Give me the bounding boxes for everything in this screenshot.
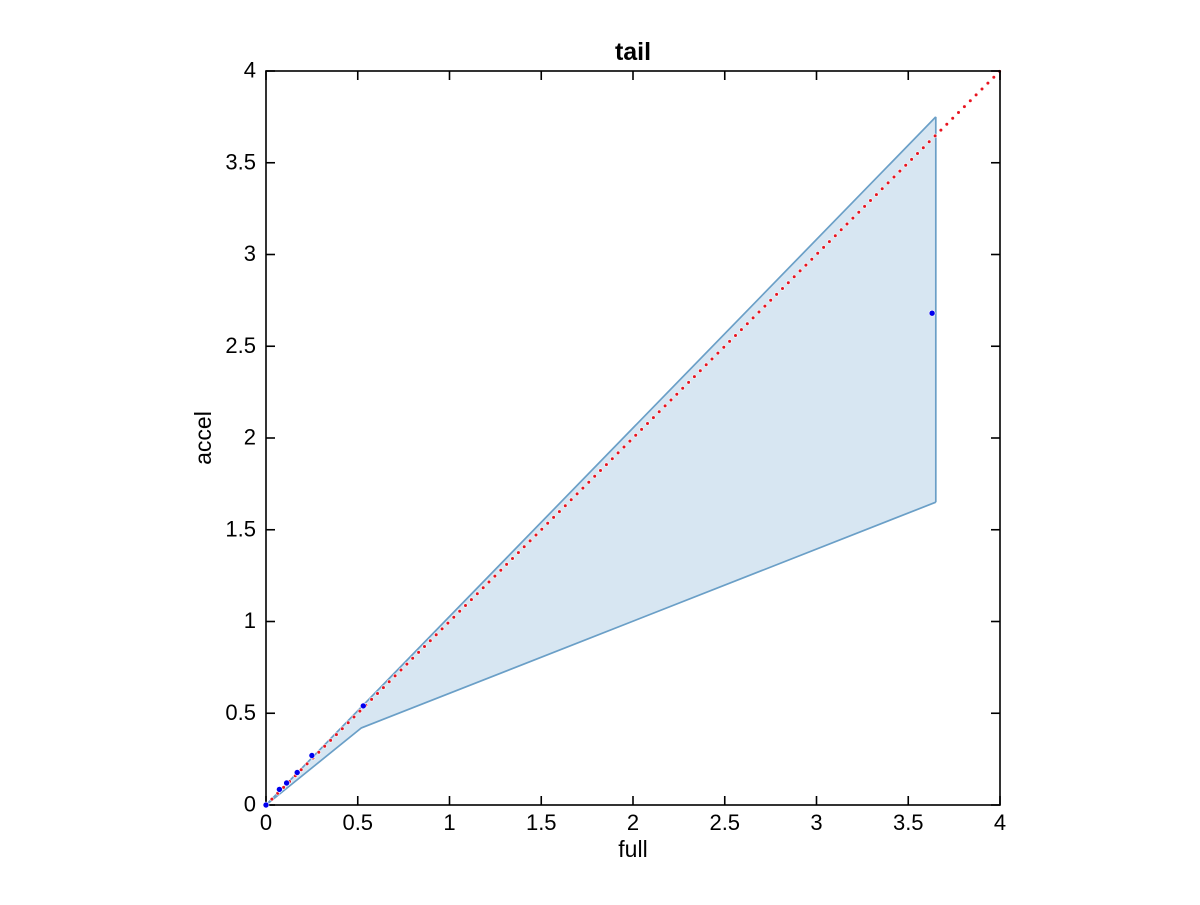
svg-text:2: 2 xyxy=(244,425,256,450)
svg-text:2.5: 2.5 xyxy=(225,333,256,358)
svg-text:1.5: 1.5 xyxy=(526,810,557,835)
svg-text:4: 4 xyxy=(994,810,1006,835)
svg-text:1: 1 xyxy=(443,810,455,835)
svg-text:3.5: 3.5 xyxy=(893,810,924,835)
svg-text:0.5: 0.5 xyxy=(225,700,256,725)
svg-text:accel: accel xyxy=(190,411,216,465)
svg-text:3: 3 xyxy=(810,810,822,835)
svg-text:3: 3 xyxy=(244,241,256,266)
svg-text:3.5: 3.5 xyxy=(225,149,256,174)
svg-text:tail: tail xyxy=(615,38,651,66)
svg-text:0: 0 xyxy=(260,810,272,835)
svg-text:full: full xyxy=(618,836,647,862)
svg-text:0.5: 0.5 xyxy=(342,810,373,835)
svg-text:1.5: 1.5 xyxy=(225,516,256,541)
svg-text:2: 2 xyxy=(627,810,639,835)
svg-text:0: 0 xyxy=(244,792,256,817)
svg-text:4: 4 xyxy=(244,58,256,83)
svg-text:2.5: 2.5 xyxy=(709,810,740,835)
svg-text:1: 1 xyxy=(244,608,256,633)
